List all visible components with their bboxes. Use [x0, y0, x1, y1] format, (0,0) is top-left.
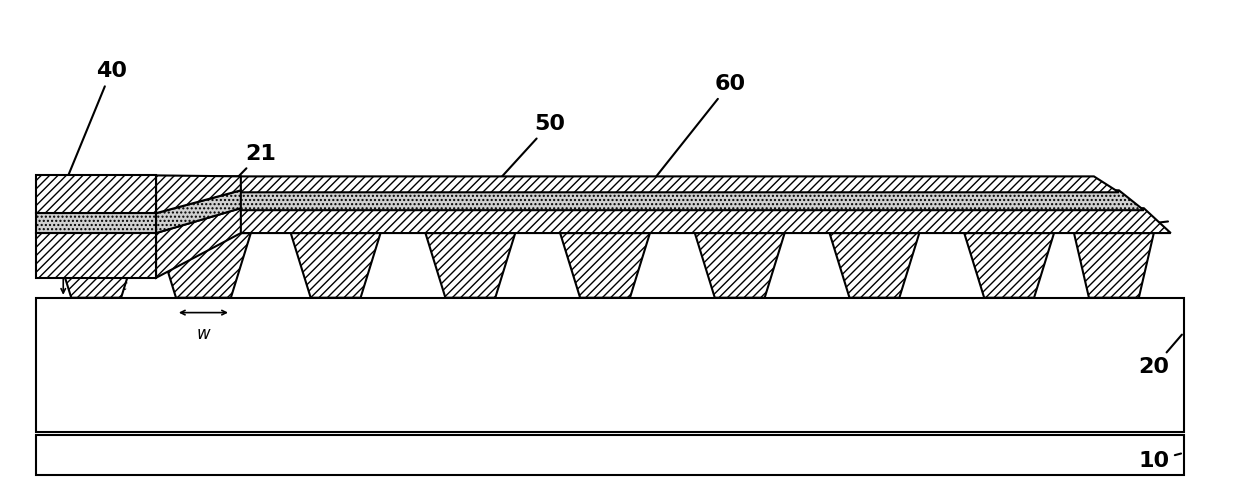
Text: 20: 20 — [1138, 335, 1182, 377]
Polygon shape — [51, 233, 141, 298]
Polygon shape — [156, 190, 241, 233]
Polygon shape — [425, 233, 516, 298]
Polygon shape — [965, 233, 1054, 298]
Text: 30: 30 — [1114, 216, 1168, 236]
Polygon shape — [146, 208, 1171, 233]
Polygon shape — [156, 208, 241, 278]
Polygon shape — [290, 233, 381, 298]
Polygon shape — [36, 435, 1184, 475]
Polygon shape — [146, 176, 1118, 192]
Polygon shape — [146, 190, 1143, 210]
Polygon shape — [560, 233, 650, 298]
Text: 50: 50 — [482, 114, 565, 198]
Polygon shape — [36, 213, 156, 233]
Polygon shape — [36, 175, 156, 213]
Text: c: c — [120, 279, 128, 293]
Text: 10: 10 — [1138, 451, 1180, 471]
Polygon shape — [156, 175, 241, 213]
Text: p: p — [41, 256, 51, 274]
Polygon shape — [36, 233, 156, 278]
Polygon shape — [1074, 233, 1153, 298]
Text: c: c — [466, 259, 474, 273]
Text: w: w — [197, 325, 211, 343]
Text: 60: 60 — [652, 74, 745, 182]
Polygon shape — [830, 233, 919, 298]
Polygon shape — [36, 298, 1184, 432]
Text: 21: 21 — [198, 143, 277, 218]
Polygon shape — [156, 233, 250, 298]
Text: 40: 40 — [67, 61, 126, 178]
Polygon shape — [694, 233, 785, 298]
